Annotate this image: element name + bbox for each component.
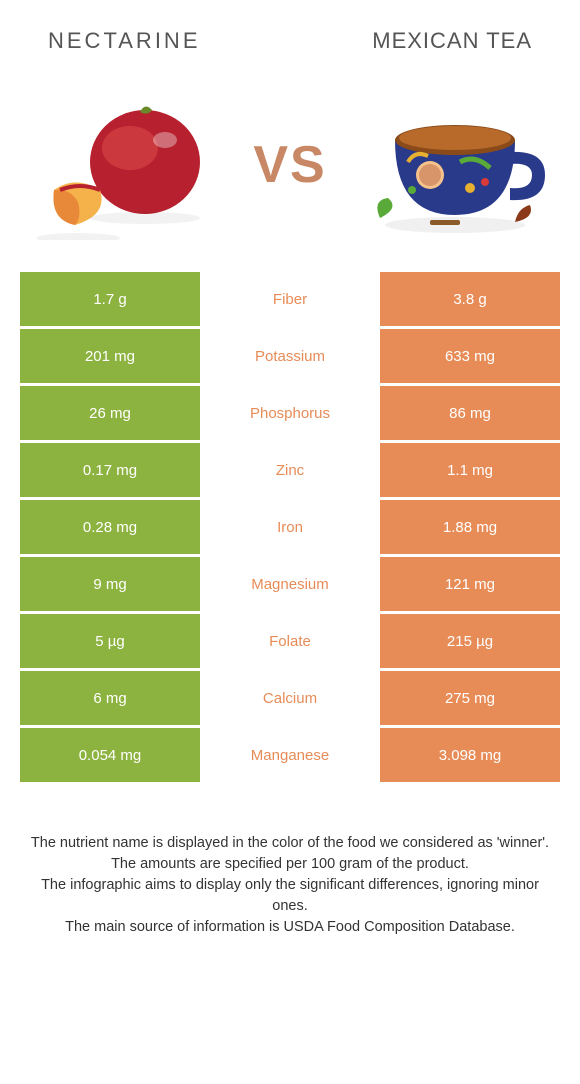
table-row: 9 mgMagnesium121 mg	[20, 557, 560, 611]
left-value: 0.17 mg	[20, 443, 200, 497]
right-value: 215 µg	[380, 614, 560, 668]
table-row: 1.7 gFiber3.8 g	[20, 272, 560, 326]
table-row: 0.17 mgZinc1.1 mg	[20, 443, 560, 497]
left-value: 5 µg	[20, 614, 200, 668]
mexican-tea-image	[360, 90, 550, 240]
right-value: 275 mg	[380, 671, 560, 725]
footer-line: The amounts are specified per 100 gram o…	[24, 854, 556, 875]
nutrient-label: Calcium	[200, 671, 380, 725]
images-row: VS	[0, 66, 580, 272]
footer-notes: The nutrient name is displayed in the co…	[0, 785, 580, 938]
left-value: 1.7 g	[20, 272, 200, 326]
right-value: 1.1 mg	[380, 443, 560, 497]
nectarine-image	[30, 90, 220, 240]
left-value: 201 mg	[20, 329, 200, 383]
nutrient-label: Potassium	[200, 329, 380, 383]
comparison-table: 1.7 gFiber3.8 g201 mgPotassium633 mg26 m…	[20, 272, 560, 782]
nutrient-label: Folate	[200, 614, 380, 668]
table-row: 201 mgPotassium633 mg	[20, 329, 560, 383]
right-value: 3.8 g	[380, 272, 560, 326]
nutrient-label: Manganese	[200, 728, 380, 782]
right-value: 633 mg	[380, 329, 560, 383]
footer-line: The nutrient name is displayed in the co…	[24, 833, 556, 854]
table-row: 5 µgFolate215 µg	[20, 614, 560, 668]
right-value: 121 mg	[380, 557, 560, 611]
nutrient-label: Phosphorus	[200, 386, 380, 440]
right-value: 3.098 mg	[380, 728, 560, 782]
vs-label: VS	[253, 135, 326, 195]
left-value: 6 mg	[20, 671, 200, 725]
table-row: 0.28 mgIron1.88 mg	[20, 500, 560, 554]
nutrient-label: Iron	[200, 500, 380, 554]
left-value: 0.28 mg	[20, 500, 200, 554]
table-row: 6 mgCalcium275 mg	[20, 671, 560, 725]
right-value: 1.88 mg	[380, 500, 560, 554]
right-value: 86 mg	[380, 386, 560, 440]
left-value: 0.054 mg	[20, 728, 200, 782]
nutrient-label: Zinc	[200, 443, 380, 497]
footer-line: The infographic aims to display only the…	[24, 875, 556, 917]
footer-line: The main source of information is USDA F…	[24, 917, 556, 938]
table-row: 0.054 mgManganese3.098 mg	[20, 728, 560, 782]
nutrient-label: Fiber	[200, 272, 380, 326]
left-value: 26 mg	[20, 386, 200, 440]
left-value: 9 mg	[20, 557, 200, 611]
left-food-title: NECTARINE	[48, 28, 201, 54]
header: NECTARINE Mexican Tea	[0, 0, 580, 66]
nutrient-label: Magnesium	[200, 557, 380, 611]
right-food-title: Mexican Tea	[372, 28, 532, 54]
table-row: 26 mgPhosphorus86 mg	[20, 386, 560, 440]
